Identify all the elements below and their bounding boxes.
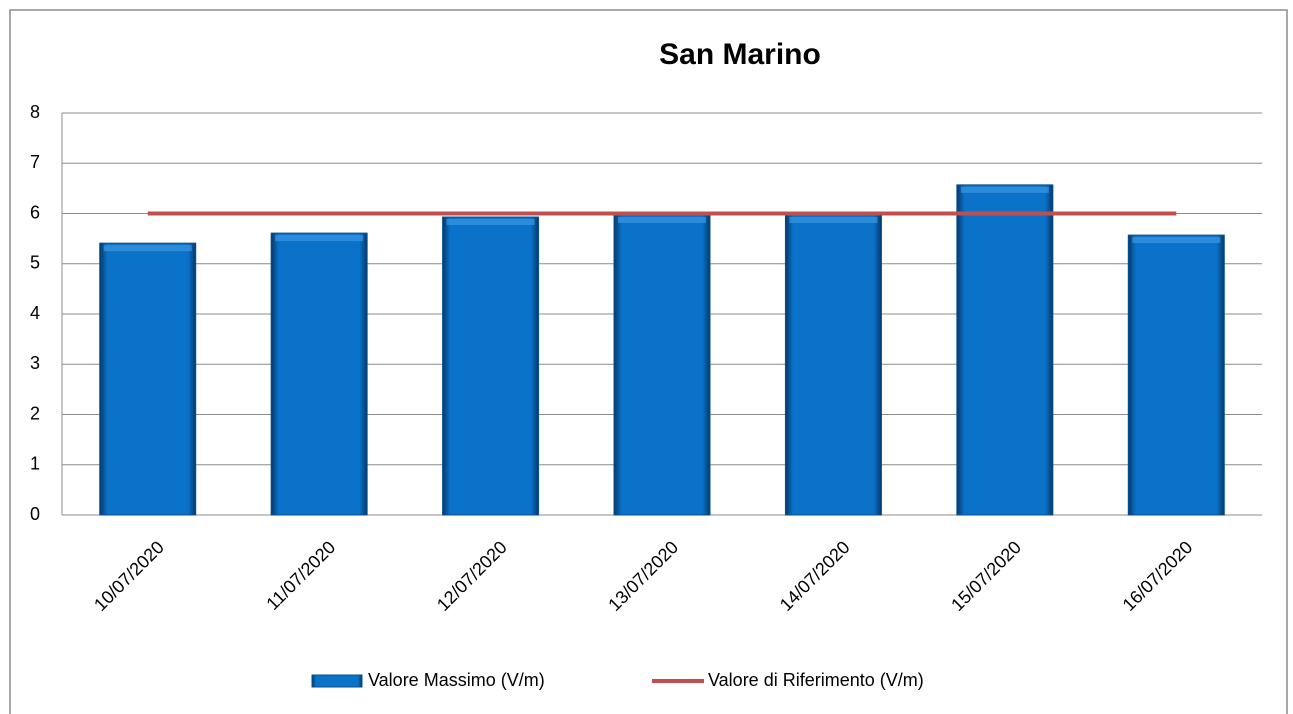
bar — [442, 216, 540, 516]
y-tick-label: 8 — [30, 102, 40, 122]
bar — [1127, 234, 1225, 516]
y-tick-label: 3 — [30, 353, 40, 373]
y-tick-label: 4 — [30, 303, 40, 323]
bar-highlight — [789, 217, 878, 224]
legend-label: Valore di Riferimento (V/m) — [708, 670, 924, 690]
bar-highlight — [960, 186, 1049, 193]
y-tick-label: 7 — [30, 152, 40, 172]
bar — [613, 214, 711, 516]
y-tick-label: 6 — [30, 202, 40, 222]
y-tick-label: 1 — [30, 454, 40, 474]
bar — [270, 232, 368, 516]
bar-highlight — [1132, 237, 1221, 244]
bar — [99, 242, 197, 516]
bar-highlight — [103, 245, 192, 252]
y-tick-label: 5 — [30, 253, 40, 273]
legend-swatch — [311, 674, 363, 688]
bar-highlight — [618, 217, 706, 224]
bar-highlight — [275, 235, 364, 242]
chart-title: San Marino — [659, 38, 821, 71]
bar-highlight — [446, 219, 535, 226]
y-tick-label: 2 — [30, 403, 40, 423]
y-tick-label: 0 — [30, 504, 40, 524]
bar — [956, 184, 1054, 516]
bar — [784, 214, 882, 516]
legend-label: Valore Massimo (V/m) — [368, 670, 545, 690]
